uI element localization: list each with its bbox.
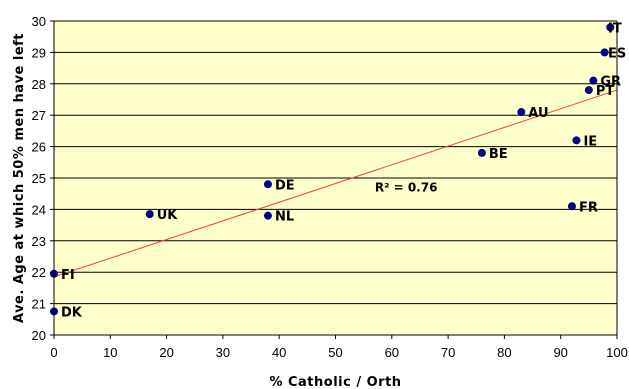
point-label-au: AU xyxy=(528,106,548,121)
point-label-fi: FI xyxy=(61,268,75,283)
y-tick-label: 26 xyxy=(32,140,46,155)
point-label-fr: FR xyxy=(579,200,598,215)
y-tick-label: 20 xyxy=(32,328,46,343)
point-label-gr: GR xyxy=(600,75,621,90)
r-squared-annotation: R² = 0.76 xyxy=(375,180,438,194)
data-point-fr xyxy=(567,202,576,211)
y-tick-label: 30 xyxy=(32,14,46,29)
y-axis-ticks: 20 21 22 23 24 25 26 27 28 29 30 xyxy=(32,14,54,343)
x-axis-label: % Catholic / Orth xyxy=(269,375,401,389)
data-point-au xyxy=(517,108,526,117)
x-tick-label: 50 xyxy=(328,345,342,360)
data-point-it xyxy=(606,23,615,32)
trendline-group xyxy=(53,89,618,278)
point-label-it: IT xyxy=(608,21,622,36)
point-label-nl: NL xyxy=(275,210,294,225)
x-tick-label: 0 xyxy=(50,345,57,360)
y-axis-label: Ave. Age at which 50% men have left xyxy=(12,33,27,323)
y-tick-label: 28 xyxy=(32,77,46,92)
point-label-dk: DK xyxy=(61,305,83,320)
data-point-ie xyxy=(572,136,581,145)
data-point-de xyxy=(263,180,272,189)
y-tick-label: 24 xyxy=(32,202,46,217)
x-tick-label: 90 xyxy=(553,345,567,360)
point-label-uk: UK xyxy=(157,208,179,223)
data-point-nl xyxy=(263,211,272,220)
y-tick-label: 21 xyxy=(32,297,46,312)
point-label-ie: IE xyxy=(583,134,597,149)
data-point-es xyxy=(600,48,609,57)
x-tick-label: 40 xyxy=(272,345,286,360)
x-tick-label: 10 xyxy=(103,345,117,360)
point-label-be: BE xyxy=(489,147,508,162)
trendline xyxy=(53,89,618,278)
x-tick-label: 30 xyxy=(216,345,230,360)
data-point-gr xyxy=(589,76,598,85)
x-tick-label: 60 xyxy=(385,345,399,360)
point-label-de: DE xyxy=(275,178,295,193)
y-tick-label: 23 xyxy=(32,234,46,249)
x-axis-ticks: 0 10 20 30 40 50 60 70 80 90 100 xyxy=(50,335,628,360)
data-point-uk xyxy=(145,210,154,219)
y-tick-label: 22 xyxy=(32,265,46,280)
y-tick-label: 27 xyxy=(32,108,46,123)
x-tick-label: 20 xyxy=(159,345,173,360)
point-label-pt: PT xyxy=(596,84,615,99)
data-point-be xyxy=(477,148,486,157)
x-tick-label: 80 xyxy=(497,345,511,360)
data-point-pt xyxy=(584,86,593,95)
x-tick-label: 100 xyxy=(606,345,628,360)
y-tick-label: 25 xyxy=(32,171,46,186)
x-tick-label: 70 xyxy=(441,345,455,360)
y-tick-label: 29 xyxy=(32,45,46,60)
